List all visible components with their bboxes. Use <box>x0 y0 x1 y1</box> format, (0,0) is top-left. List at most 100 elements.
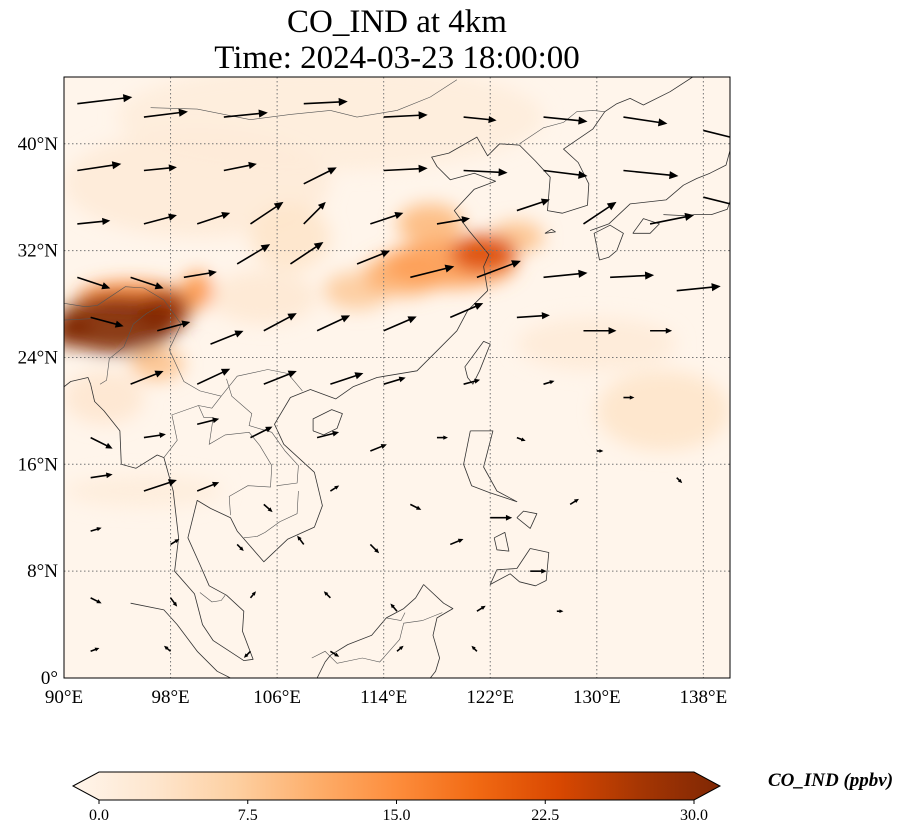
wind-arrow <box>157 320 191 332</box>
wind-arrow <box>463 168 508 177</box>
wind-arrow <box>323 591 331 599</box>
wind-arrow <box>330 372 364 385</box>
country-border <box>519 110 605 145</box>
wind-arrow <box>610 271 655 280</box>
wind-arrow <box>77 161 122 172</box>
wind-arrow <box>676 477 683 484</box>
co-plume <box>250 203 331 271</box>
wind-arrow <box>143 164 177 172</box>
co-plume <box>596 370 730 451</box>
wind-arrow <box>210 330 244 345</box>
y-tick-label: 40°N <box>18 134 59 155</box>
wind-arrow <box>410 264 455 279</box>
wind-arrow <box>263 313 297 332</box>
wind-arrow <box>409 503 422 510</box>
wind-arrow <box>289 241 324 265</box>
wind-arrow <box>703 196 730 205</box>
wind-arrow <box>143 108 188 118</box>
wind-arrow <box>569 498 579 506</box>
co-plume <box>210 270 318 325</box>
wind-arrow <box>130 276 164 290</box>
country-border <box>226 378 299 486</box>
colorbar-tick-label: 15.0 <box>383 807 411 824</box>
x-tick-label: 98°E <box>151 687 189 708</box>
y-axis-ticks: 0° 8°N 16°N 24°N 32°N 40°N <box>18 134 59 689</box>
wind-arrow <box>329 485 340 492</box>
coastline <box>489 548 550 587</box>
coastline <box>632 218 660 234</box>
wind-arrow <box>196 481 220 492</box>
wind-arrow <box>650 327 673 334</box>
chart-title-line-1: CO_IND at 4km <box>287 4 507 40</box>
colorbar-tick-label: 30.0 <box>680 807 708 824</box>
wind-arrow <box>250 426 273 439</box>
wind-arrow <box>383 164 428 173</box>
coastline <box>493 532 510 552</box>
wind-arrow <box>90 527 102 532</box>
x-tick-label: 106°E <box>253 687 301 708</box>
wind-arrow <box>90 597 102 604</box>
chart-title-line-2: Time: 2024-03-23 18:00:00 <box>214 40 580 76</box>
country-border <box>198 396 222 409</box>
colorbar-body <box>71 771 722 801</box>
wind-arrow <box>170 538 180 546</box>
wind-arrow <box>530 568 547 574</box>
co-plume <box>130 348 184 381</box>
wind-arrow <box>583 201 617 225</box>
x-tick-label: 90°E <box>45 687 83 708</box>
wind-arrow <box>303 97 348 107</box>
country-border <box>163 405 199 458</box>
y-tick-label: 16°N <box>18 454 59 475</box>
wind-arrow <box>543 269 588 279</box>
coastline <box>663 201 730 217</box>
coastline <box>312 409 343 436</box>
wind-arrow <box>163 645 172 652</box>
coastline <box>516 510 538 529</box>
wind-arrow <box>90 472 113 479</box>
coastline <box>121 454 165 469</box>
wind-arrow <box>196 212 231 225</box>
wind-arrow <box>249 591 256 599</box>
wind-arrow <box>370 444 387 452</box>
country-border <box>330 79 458 118</box>
wind-arrow <box>130 370 164 385</box>
country-border <box>198 405 273 516</box>
wind-arrow <box>543 169 588 179</box>
wind-arrow <box>516 198 550 212</box>
wind-arrow <box>463 378 481 385</box>
wind-arrow <box>623 169 679 180</box>
coastlines <box>64 77 730 678</box>
y-tick-label: 32°N <box>18 241 59 262</box>
wind-arrow <box>223 161 257 172</box>
wind-arrow <box>90 436 113 449</box>
wind-arrow <box>316 430 340 439</box>
wind-arrow <box>471 645 478 652</box>
country-border <box>163 299 303 397</box>
wind-arrow <box>250 201 284 225</box>
wind-arrow <box>390 603 398 612</box>
coastline <box>90 384 122 465</box>
wind-arrow <box>436 435 448 440</box>
wind-arrow <box>143 479 177 492</box>
co-concentration-field <box>64 77 730 508</box>
x-tick-label: 114°E <box>360 687 407 708</box>
co-plume <box>64 314 91 347</box>
co-plume <box>450 234 517 272</box>
coastline <box>163 77 693 661</box>
colorbar-ticks: 0.0 7.5 15.0 22.5 30.0 <box>89 800 708 824</box>
country-border <box>199 592 226 603</box>
country-border <box>64 318 91 321</box>
coastline <box>464 340 491 385</box>
wind-arrow <box>623 395 635 400</box>
wind-arrow <box>476 605 486 612</box>
co-plume <box>64 130 331 238</box>
y-tick-label: 24°N <box>18 347 59 368</box>
wind-arrow <box>383 111 428 120</box>
wind-arrow <box>143 432 166 439</box>
co-plume <box>397 203 464 244</box>
coastline <box>64 377 91 388</box>
wind-arrow <box>90 316 124 328</box>
y-tick-label: 8°N <box>27 561 58 582</box>
wind-vectors <box>77 94 730 658</box>
